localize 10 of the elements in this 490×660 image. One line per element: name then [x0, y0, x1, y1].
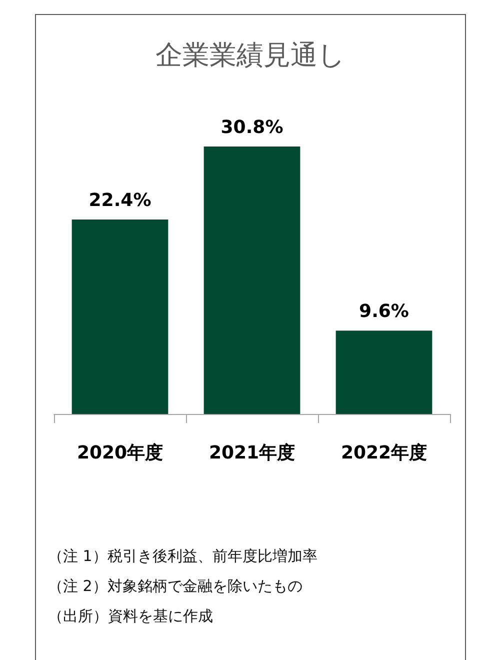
x-tick-label: 2020年度	[76, 442, 164, 464]
text: （出所）資料を基に作成	[48, 606, 214, 627]
text: （注 1）税引き後利益、前年度比増加率	[48, 546, 318, 567]
x-tick-label: 2022年度	[340, 442, 428, 464]
data-label: 9.6%	[359, 301, 409, 322]
data-label: 30.8%	[220, 116, 284, 138]
data-label: 22.4%	[88, 190, 152, 211]
text: （注 2）対象銘柄で金融を除いたもの	[48, 576, 304, 597]
x-tick-label: 2021年度	[208, 442, 296, 464]
chart-title: 企業業績見通し	[156, 40, 346, 71]
